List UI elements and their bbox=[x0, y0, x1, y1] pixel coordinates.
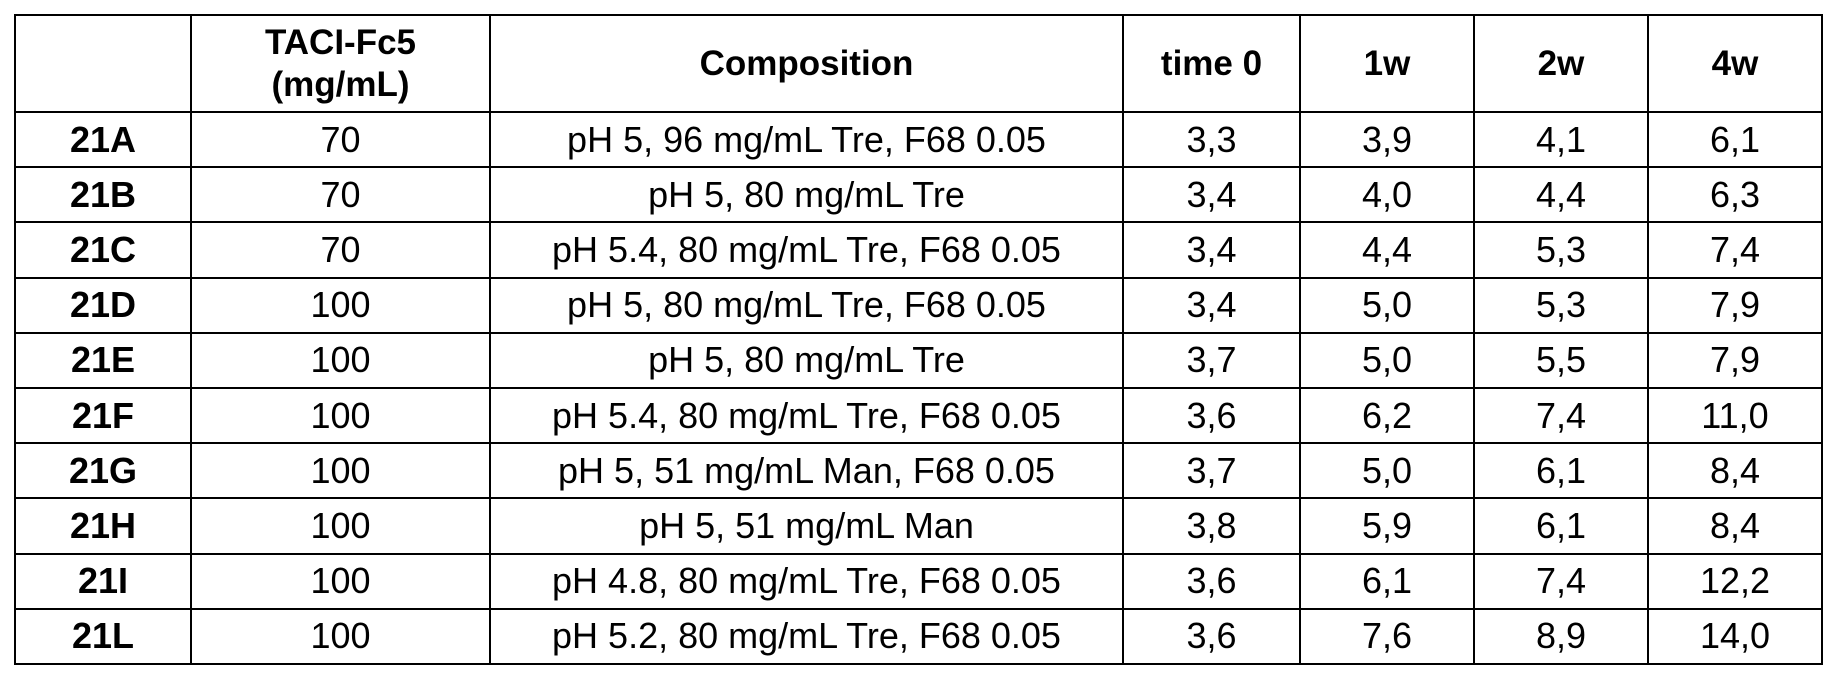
cell-composition: pH 5, 51 mg/mL Man bbox=[490, 498, 1123, 553]
cell-sample-id: 21L bbox=[15, 609, 191, 664]
cell-concentration: 100 bbox=[191, 609, 490, 664]
table-row: 21B70pH 5, 80 mg/mL Tre3,44,04,46,3 bbox=[15, 167, 1822, 222]
header-composition: Composition bbox=[490, 15, 1123, 112]
cell-1w: 4,0 bbox=[1300, 167, 1474, 222]
cell-2w: 5,3 bbox=[1474, 278, 1648, 333]
cell-4w: 8,4 bbox=[1648, 443, 1822, 498]
table-row: 21H100pH 5, 51 mg/mL Man3,85,96,18,4 bbox=[15, 498, 1822, 553]
cell-sample-id: 21I bbox=[15, 554, 191, 609]
header-row: TACI-Fc5 (mg/mL) Composition time 0 1w 2… bbox=[15, 15, 1822, 112]
table-row: 21A70pH 5, 96 mg/mL Tre, F68 0.053,33,94… bbox=[15, 112, 1822, 167]
cell-sample-id: 21F bbox=[15, 388, 191, 443]
cell-time0: 3,4 bbox=[1123, 167, 1300, 222]
cell-2w: 7,4 bbox=[1474, 388, 1648, 443]
cell-concentration: 100 bbox=[191, 554, 490, 609]
table-row: 21E100pH 5, 80 mg/mL Tre3,75,05,57,9 bbox=[15, 333, 1822, 388]
cell-sample-id: 21C bbox=[15, 222, 191, 277]
cell-composition: pH 5, 96 mg/mL Tre, F68 0.05 bbox=[490, 112, 1123, 167]
cell-composition: pH 4.8, 80 mg/mL Tre, F68 0.05 bbox=[490, 554, 1123, 609]
cell-4w: 7,4 bbox=[1648, 222, 1822, 277]
cell-2w: 4,4 bbox=[1474, 167, 1648, 222]
table-row: 21L100pH 5.2, 80 mg/mL Tre, F68 0.053,67… bbox=[15, 609, 1822, 664]
cell-sample-id: 21B bbox=[15, 167, 191, 222]
cell-time0: 3,6 bbox=[1123, 554, 1300, 609]
cell-composition: pH 5, 80 mg/mL Tre bbox=[490, 333, 1123, 388]
cell-concentration: 100 bbox=[191, 278, 490, 333]
cell-4w: 7,9 bbox=[1648, 333, 1822, 388]
cell-composition: pH 5.4, 80 mg/mL Tre, F68 0.05 bbox=[490, 388, 1123, 443]
formulation-stability-table: TACI-Fc5 (mg/mL) Composition time 0 1w 2… bbox=[14, 14, 1823, 665]
cell-concentration: 100 bbox=[191, 498, 490, 553]
cell-composition: pH 5.4, 80 mg/mL Tre, F68 0.05 bbox=[490, 222, 1123, 277]
header-id bbox=[15, 15, 191, 112]
cell-time0: 3,3 bbox=[1123, 112, 1300, 167]
cell-sample-id: 21G bbox=[15, 443, 191, 498]
cell-4w: 8,4 bbox=[1648, 498, 1822, 553]
cell-1w: 5,0 bbox=[1300, 333, 1474, 388]
cell-time0: 3,6 bbox=[1123, 609, 1300, 664]
cell-time0: 3,4 bbox=[1123, 222, 1300, 277]
cell-sample-id: 21A bbox=[15, 112, 191, 167]
cell-2w: 4,1 bbox=[1474, 112, 1648, 167]
cell-1w: 5,0 bbox=[1300, 443, 1474, 498]
header-concentration-line2: (mg/mL) bbox=[192, 64, 489, 106]
table-row: 21I100pH 4.8, 80 mg/mL Tre, F68 0.053,66… bbox=[15, 554, 1822, 609]
table-row: 21D100pH 5, 80 mg/mL Tre, F68 0.053,45,0… bbox=[15, 278, 1822, 333]
cell-composition: pH 5, 80 mg/mL Tre, F68 0.05 bbox=[490, 278, 1123, 333]
cell-1w: 5,9 bbox=[1300, 498, 1474, 553]
cell-time0: 3,6 bbox=[1123, 388, 1300, 443]
header-concentration: TACI-Fc5 (mg/mL) bbox=[191, 15, 490, 112]
table-row: 21C70pH 5.4, 80 mg/mL Tre, F68 0.053,44,… bbox=[15, 222, 1822, 277]
cell-1w: 7,6 bbox=[1300, 609, 1474, 664]
cell-concentration: 70 bbox=[191, 167, 490, 222]
cell-1w: 4,4 bbox=[1300, 222, 1474, 277]
cell-1w: 6,2 bbox=[1300, 388, 1474, 443]
cell-sample-id: 21H bbox=[15, 498, 191, 553]
cell-2w: 6,1 bbox=[1474, 498, 1648, 553]
cell-4w: 11,0 bbox=[1648, 388, 1822, 443]
cell-concentration: 70 bbox=[191, 112, 490, 167]
cell-2w: 8,9 bbox=[1474, 609, 1648, 664]
cell-2w: 5,3 bbox=[1474, 222, 1648, 277]
header-concentration-line1: TACI-Fc5 bbox=[192, 22, 489, 64]
cell-2w: 5,5 bbox=[1474, 333, 1648, 388]
cell-concentration: 100 bbox=[191, 443, 490, 498]
cell-composition: pH 5, 80 mg/mL Tre bbox=[490, 167, 1123, 222]
cell-concentration: 70 bbox=[191, 222, 490, 277]
header-time0: time 0 bbox=[1123, 15, 1300, 112]
data-table-container: TACI-Fc5 (mg/mL) Composition time 0 1w 2… bbox=[14, 14, 1821, 665]
cell-sample-id: 21D bbox=[15, 278, 191, 333]
cell-time0: 3,4 bbox=[1123, 278, 1300, 333]
cell-concentration: 100 bbox=[191, 388, 490, 443]
cell-2w: 6,1 bbox=[1474, 443, 1648, 498]
header-1w: 1w bbox=[1300, 15, 1474, 112]
table-header: TACI-Fc5 (mg/mL) Composition time 0 1w 2… bbox=[15, 15, 1822, 112]
table-body: 21A70pH 5, 96 mg/mL Tre, F68 0.053,33,94… bbox=[15, 112, 1822, 664]
header-4w: 4w bbox=[1648, 15, 1822, 112]
cell-time0: 3,7 bbox=[1123, 333, 1300, 388]
cell-4w: 7,9 bbox=[1648, 278, 1822, 333]
cell-time0: 3,8 bbox=[1123, 498, 1300, 553]
cell-composition: pH 5.2, 80 mg/mL Tre, F68 0.05 bbox=[490, 609, 1123, 664]
cell-4w: 14,0 bbox=[1648, 609, 1822, 664]
cell-1w: 6,1 bbox=[1300, 554, 1474, 609]
cell-sample-id: 21E bbox=[15, 333, 191, 388]
cell-composition: pH 5, 51 mg/mL Man, F68 0.05 bbox=[490, 443, 1123, 498]
table-row: 21G100pH 5, 51 mg/mL Man, F68 0.053,75,0… bbox=[15, 443, 1822, 498]
cell-2w: 7,4 bbox=[1474, 554, 1648, 609]
cell-4w: 12,2 bbox=[1648, 554, 1822, 609]
table-row: 21F100pH 5.4, 80 mg/mL Tre, F68 0.053,66… bbox=[15, 388, 1822, 443]
cell-4w: 6,3 bbox=[1648, 167, 1822, 222]
cell-1w: 5,0 bbox=[1300, 278, 1474, 333]
header-2w: 2w bbox=[1474, 15, 1648, 112]
cell-time0: 3,7 bbox=[1123, 443, 1300, 498]
cell-4w: 6,1 bbox=[1648, 112, 1822, 167]
cell-1w: 3,9 bbox=[1300, 112, 1474, 167]
cell-concentration: 100 bbox=[191, 333, 490, 388]
